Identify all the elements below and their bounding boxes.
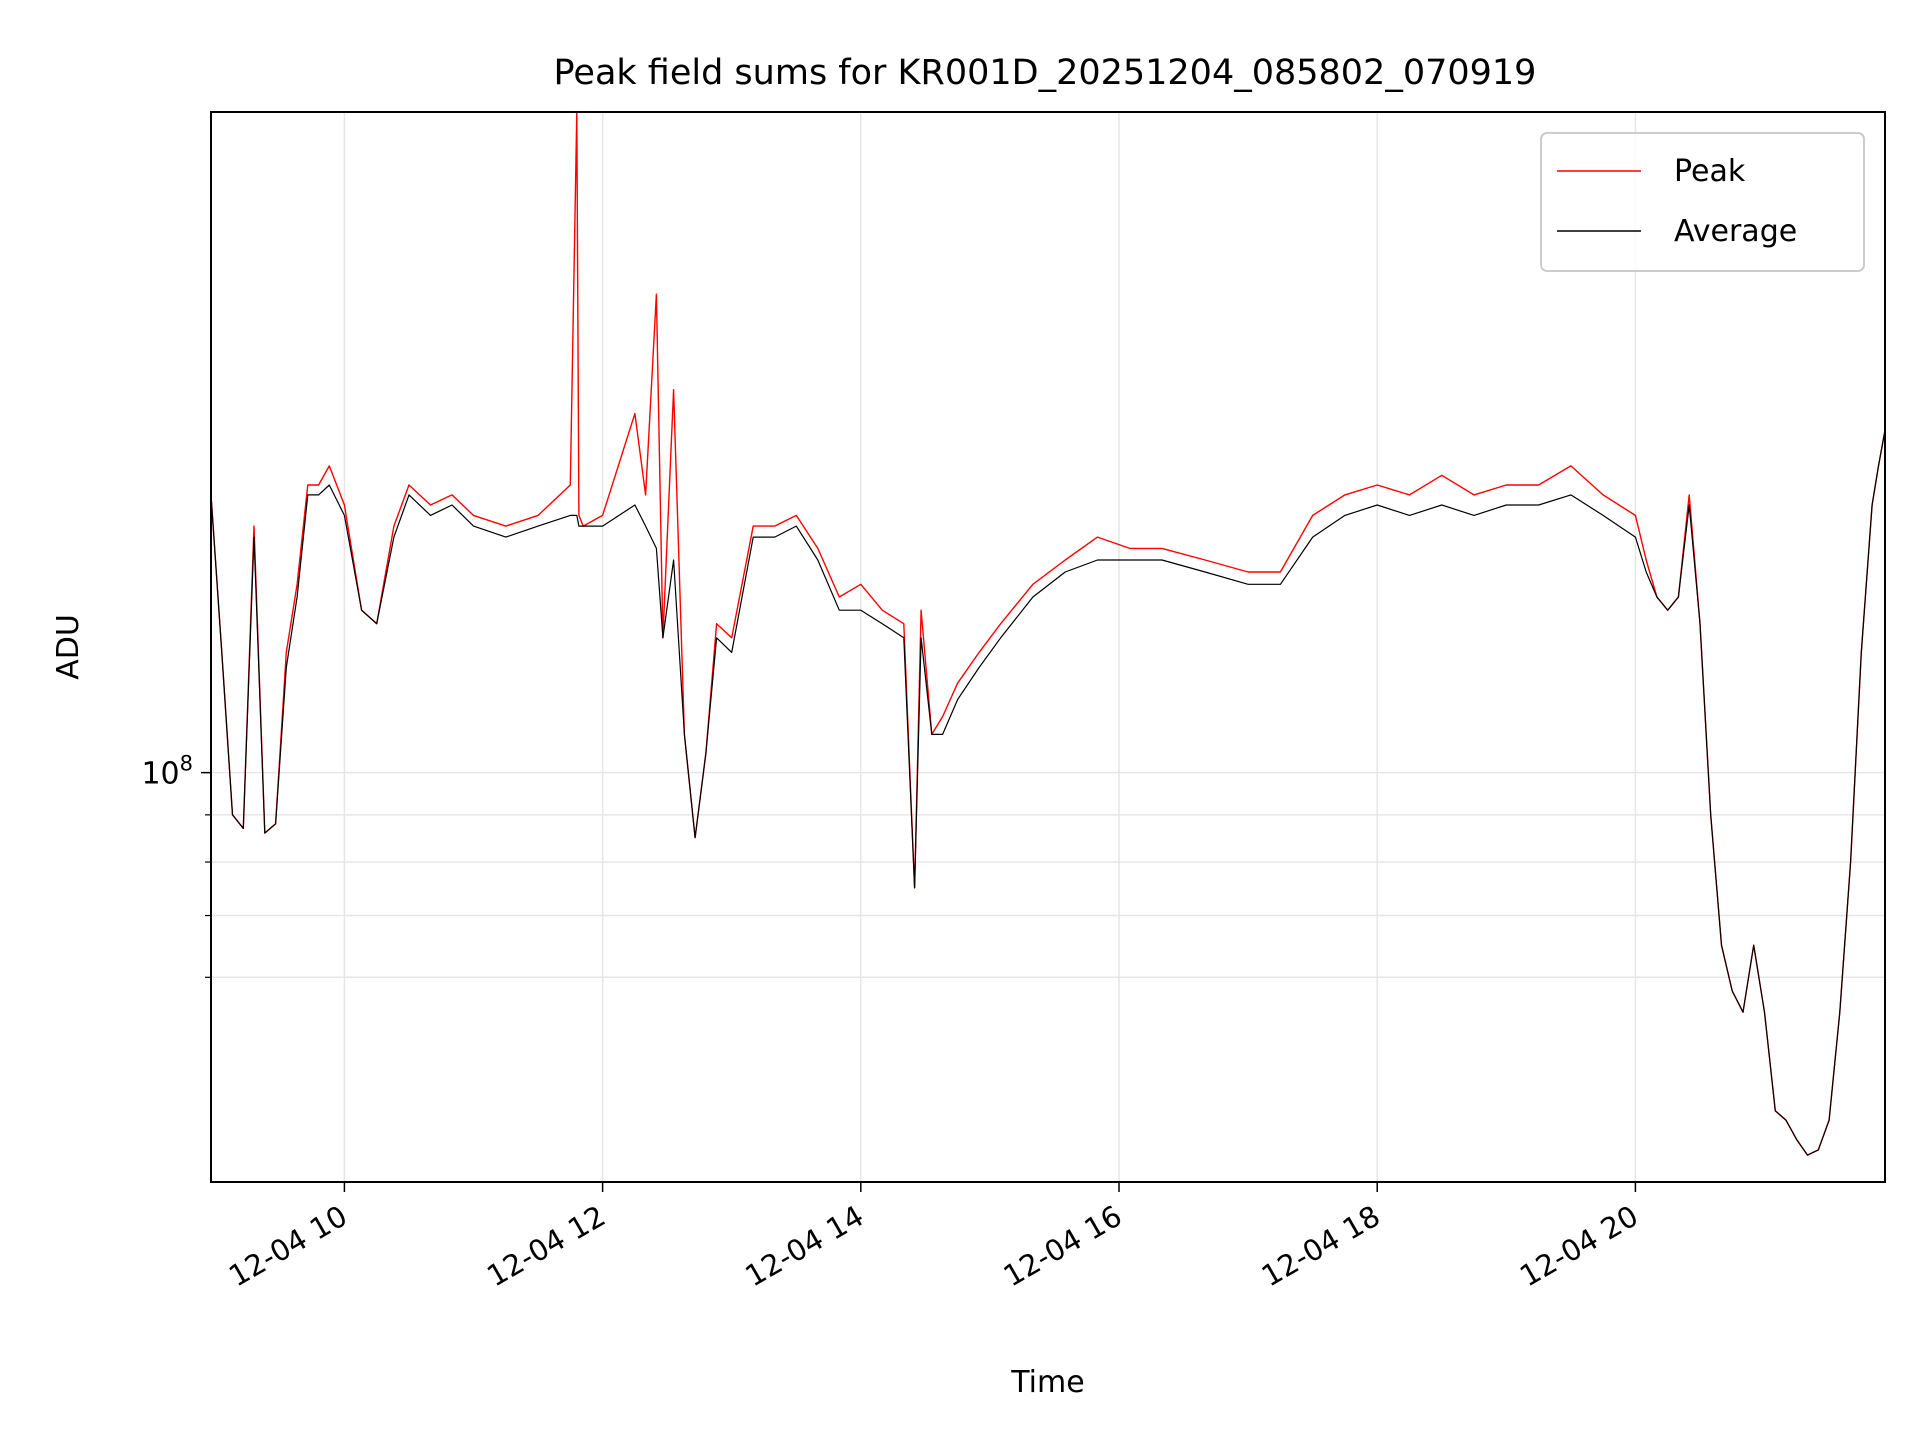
legend-label-average: Average bbox=[1674, 214, 1797, 249]
legend-label-peak: Peak bbox=[1674, 154, 1746, 189]
legend-box bbox=[1540, 132, 1865, 272]
y-axis: 108 bbox=[141, 752, 211, 978]
series-layer bbox=[210, 111, 1886, 1156]
plot-frame bbox=[210, 111, 1886, 1183]
x-axis-label: Time bbox=[1010, 1365, 1084, 1400]
y-tick-base: 10 bbox=[141, 757, 179, 792]
y-tick-exponent: 8 bbox=[180, 752, 193, 776]
legend: Peak Average bbox=[1540, 132, 1865, 272]
series-line-average bbox=[210, 430, 1886, 1156]
y-tick-label: 108 bbox=[141, 752, 193, 792]
chart-title: Peak field sums for KR001D_20251204_0858… bbox=[554, 53, 1537, 93]
y-axis-label: ADU bbox=[51, 614, 86, 680]
grid-lines bbox=[211, 112, 1885, 1182]
